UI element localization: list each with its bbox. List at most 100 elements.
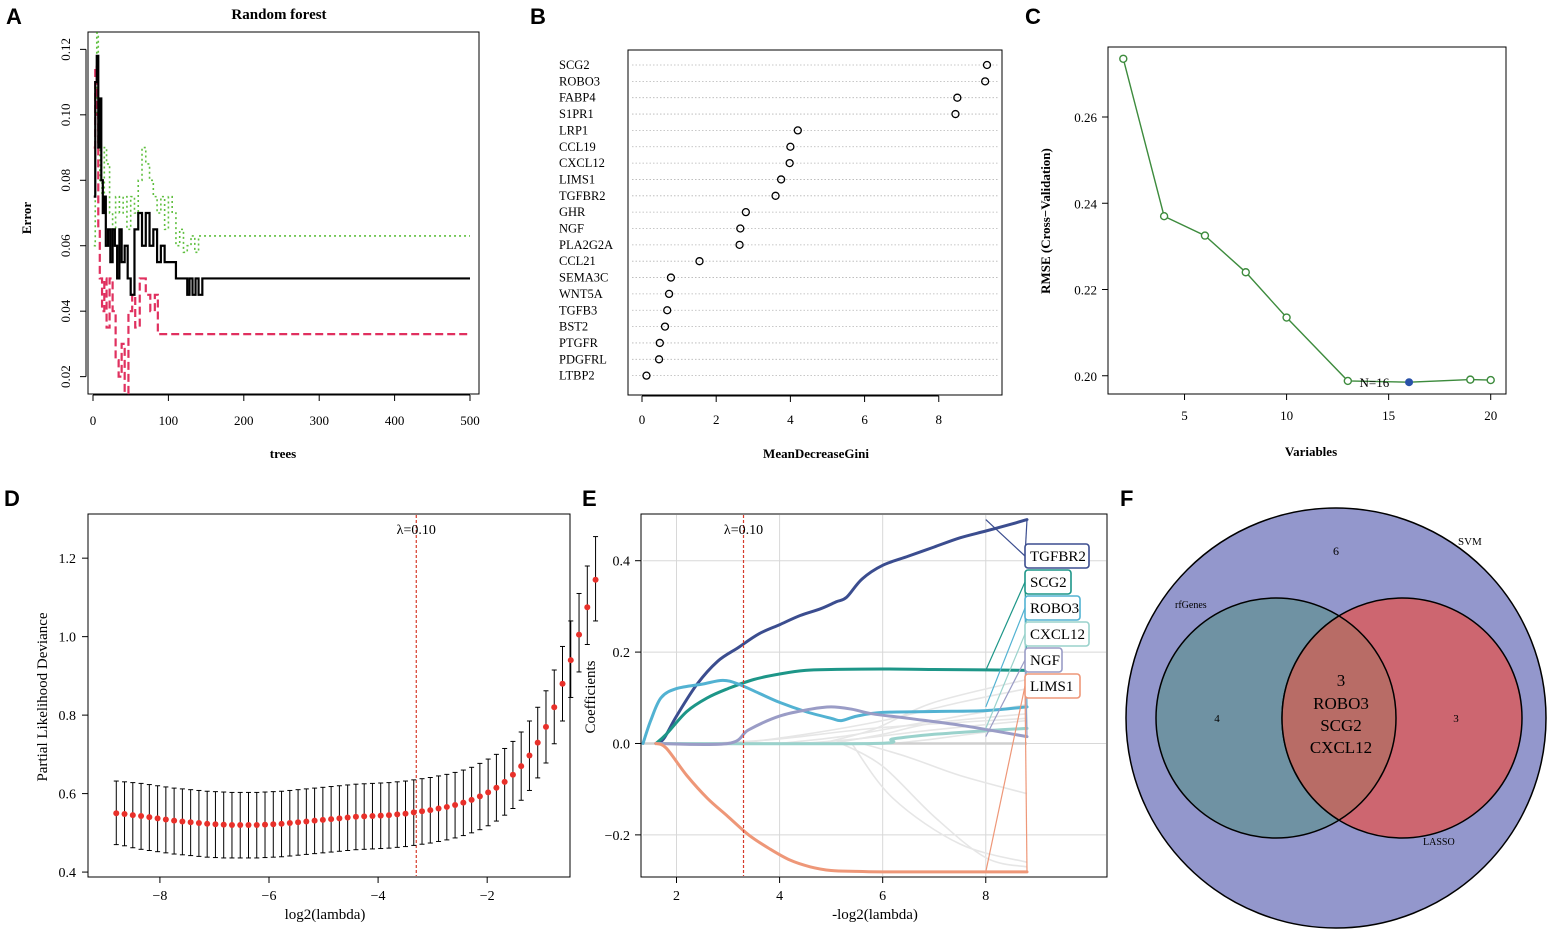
panel-d-point (435, 805, 442, 812)
panel-e-background-path (841, 742, 1028, 868)
panel-c-point (1159, 211, 1169, 221)
panel-e-background-path (820, 678, 1028, 745)
panel-e-leader-line (985, 659, 1026, 737)
panel-d-point (228, 821, 235, 828)
panel-d-y-tick-label: 1.0 (59, 631, 77, 646)
panel-d-point (410, 809, 417, 816)
panel-d-point (443, 803, 450, 810)
panel-b-point (785, 158, 794, 168)
panel-d-plot: −8 −6 −4 −2 0.4 0.6 0.8 1.0 1.2 λ=0.10 (59, 515, 599, 904)
panel-d-point (171, 817, 178, 824)
panel-a-frame (87, 31, 480, 395)
panel-c-x-tick-label: 10 (1280, 408, 1293, 423)
panel-a-y-tick-label: 0.02 (58, 365, 73, 388)
panel-b-point (666, 273, 676, 282)
panel-c-point (1282, 313, 1291, 322)
panel-c-point (1486, 375, 1495, 385)
panel-b-point (736, 224, 745, 233)
venn-rfgenes-only-count: 4 (1214, 713, 1220, 725)
panel-e-y-tick-label: −0.2 (605, 829, 630, 844)
panel-c-point (1466, 375, 1475, 384)
panel-e-x-tick-label: 2 (673, 889, 680, 904)
panel-e-series-lims1 (654, 742, 1029, 874)
panel-b-dotplot: SCG2 ROBO3 FABP4 S1PR1 LRP1 CCL19 CXCL12 LIMS1 T… (559, 58, 998, 427)
panel-d-point (542, 723, 549, 730)
panel-b-category-label: NGF (559, 222, 584, 236)
panel-b-point (664, 289, 674, 299)
panel-b-point (654, 355, 664, 364)
panel-c-y-tick-label: 0.22 (1074, 283, 1097, 298)
panel-c-ylabel: RMSE (Cross−Validation) (1038, 148, 1053, 294)
panel-d-point (377, 812, 384, 819)
panel-d-label: D (4, 486, 20, 511)
panel-d-point (311, 817, 318, 824)
panel-e-label-box (1024, 673, 1081, 699)
panel-b-category-label: SEMA3C (559, 271, 608, 285)
panel-a-x-tick-label: 0 (90, 413, 97, 428)
panel-b-category-label: LIMS1 (559, 172, 595, 186)
panel-d-point (452, 801, 459, 808)
panel-d-point (476, 793, 483, 800)
panel-d-point (518, 763, 525, 770)
panel-f-label: F (1120, 486, 1133, 511)
panel-c-y-tick-label: 0.26 (1074, 110, 1097, 125)
panel-d-point (212, 821, 219, 828)
panel-d-ylabel: Partial Likelihood Deviance (35, 612, 51, 781)
panel-d-point (493, 784, 500, 791)
panel-d-point (270, 821, 277, 828)
panel-d-point (419, 808, 426, 815)
panel-c-xlabel: Variables (1285, 444, 1337, 459)
panel-d-point (361, 813, 368, 820)
panel-b-category-label: PDGFRL (559, 352, 607, 366)
panel-b-category-label: CCL19 (559, 140, 596, 154)
panel-d-point (303, 818, 310, 825)
panel-a: A Random forest 0 100 200 300 400 500 0.02 0.04… (6, 4, 480, 461)
panel-d-frame (87, 513, 571, 878)
panel-a-x-tick-label: 400 (385, 413, 405, 428)
panel-d-point (237, 821, 244, 828)
panel-a-y-tick-label: 0.10 (58, 103, 73, 126)
panel-d-point (146, 814, 153, 821)
panel-b-point (663, 306, 672, 315)
panel-d: D −8 −6 −4 −2 0.4 0.6 0.8 1.0 1.2 λ=0.10 log2(lam… (4, 486, 599, 923)
panel-e-label-text: LIMS1 (1030, 679, 1073, 695)
panel-b-x-tick-label: 0 (639, 412, 646, 427)
panel-b-point (660, 322, 670, 331)
panel-d-point (179, 818, 186, 825)
panel-b-category-label: LRP1 (559, 123, 588, 137)
panel-d-point (501, 778, 508, 785)
panel-d-point (460, 799, 467, 806)
panel-d-x-tick-label: −4 (371, 889, 386, 904)
panel-b: B SCG2 ROBO3 FABP4 S1PR1 LRP1 CCL19 CXCL12 LIMS… (530, 4, 1003, 461)
panel-b-point (741, 207, 751, 217)
panel-a-series-dashed (93, 64, 470, 395)
panel-d-point (286, 820, 293, 827)
panel-a-axes: 0 100 200 300 400 500 0.02 0.04 0.06 0.08 0.10 0.12 (58, 38, 480, 428)
panel-e-leader-line (985, 633, 1026, 729)
panel-c-label: C (1025, 4, 1041, 29)
panel-e-label-text: SCG2 (1030, 575, 1067, 591)
panel-e-leader-line (985, 519, 1026, 557)
panel-b-x-tick-label: 6 (861, 412, 868, 427)
venn-intersection-count: 3 (1337, 671, 1346, 690)
panel-a-ylabel: Error (19, 202, 34, 234)
panel-b-point (655, 338, 664, 348)
panel-e-x-tick-label: 4 (776, 889, 783, 904)
panel-b-category-label: S1PR1 (559, 107, 594, 121)
panel-d-point (162, 816, 169, 823)
panel-a-y-tick-label: 0.08 (58, 169, 73, 192)
panel-b-category-label: PLA2G2A (559, 238, 613, 252)
panel-b-x-tick-label: 8 (936, 412, 943, 427)
panel-d-point (402, 810, 409, 817)
panel-a-x-tick-label: 100 (159, 413, 179, 428)
panel-e-background-path (851, 743, 1028, 864)
panel-d-point (204, 820, 211, 827)
panel-b-category-label: ROBO3 (559, 74, 600, 88)
panel-e: E λ=0.10 2 4 6 8 −0.2 0.0 0.2 0.4 TGFBR2 SCG2 ROBO3… (582, 486, 1108, 923)
panel-d-point (195, 820, 202, 827)
panel-a-xlabel: trees (270, 446, 296, 461)
panel-c-x-tick-label: 15 (1382, 408, 1395, 423)
panel-d-point (559, 680, 566, 687)
panel-d-y-tick-label: 0.8 (59, 709, 77, 724)
